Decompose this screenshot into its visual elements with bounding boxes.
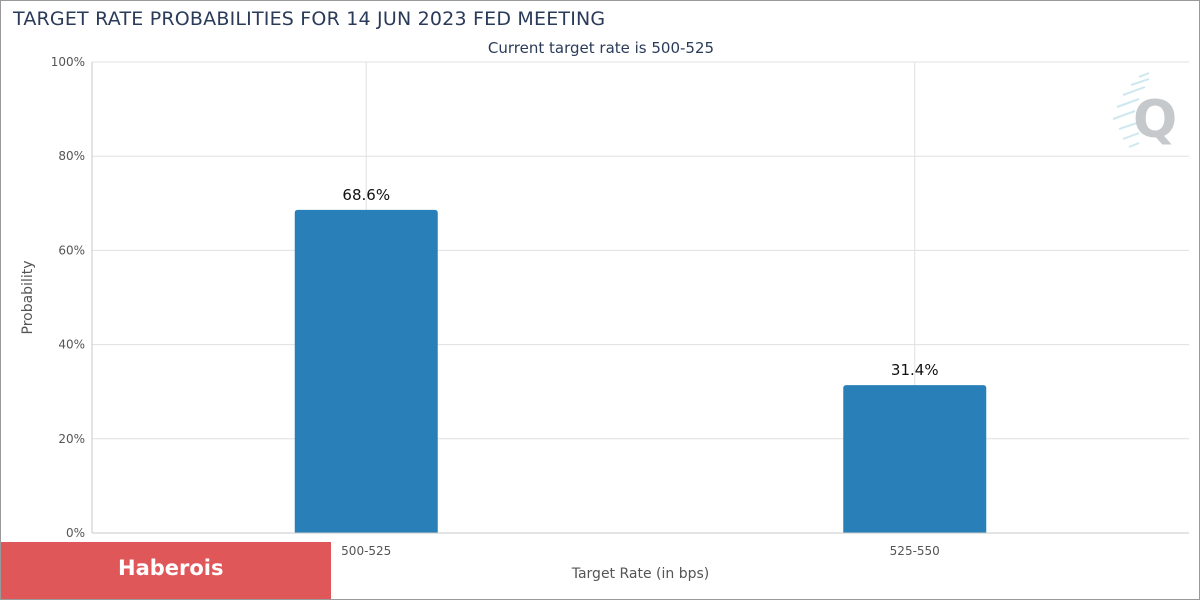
x-tick-label: 525-550 [890, 544, 940, 558]
y-tick-label: 80% [58, 149, 85, 163]
bar [294, 209, 438, 534]
brand-badge: Haberois [1, 542, 331, 599]
axes [91, 62, 1189, 534]
y-tick-label: 60% [58, 243, 85, 257]
q-logo-icon: Q [1112, 72, 1177, 150]
svg-text:Q: Q [1133, 90, 1177, 150]
bar [843, 385, 987, 533]
bars [294, 209, 987, 534]
chart-subtitle: Current target rate is 500-525 [487, 39, 715, 57]
y-tick-label: 0% [66, 526, 85, 540]
x-axis-title: Target Rate (in bps) [571, 566, 710, 582]
y-tick-label: 20% [58, 432, 85, 446]
grid-lines [92, 61, 1189, 533]
y-axis-title: Probability [20, 260, 36, 334]
labels: 0% 20% 40% 60% 80% 100% 68.6% 500-525 31.4% 525-5… [20, 55, 940, 582]
data-label: 31.4% [891, 361, 939, 379]
y-tick-label: 100% [51, 55, 85, 69]
chart-title: TARGET RATE PROBABILITIES FOR 14 JUN 202… [13, 8, 606, 30]
x-tick-label: 500-525 [341, 544, 391, 558]
data-label: 68.6% [342, 186, 390, 204]
y-tick-label: 40% [58, 338, 85, 352]
